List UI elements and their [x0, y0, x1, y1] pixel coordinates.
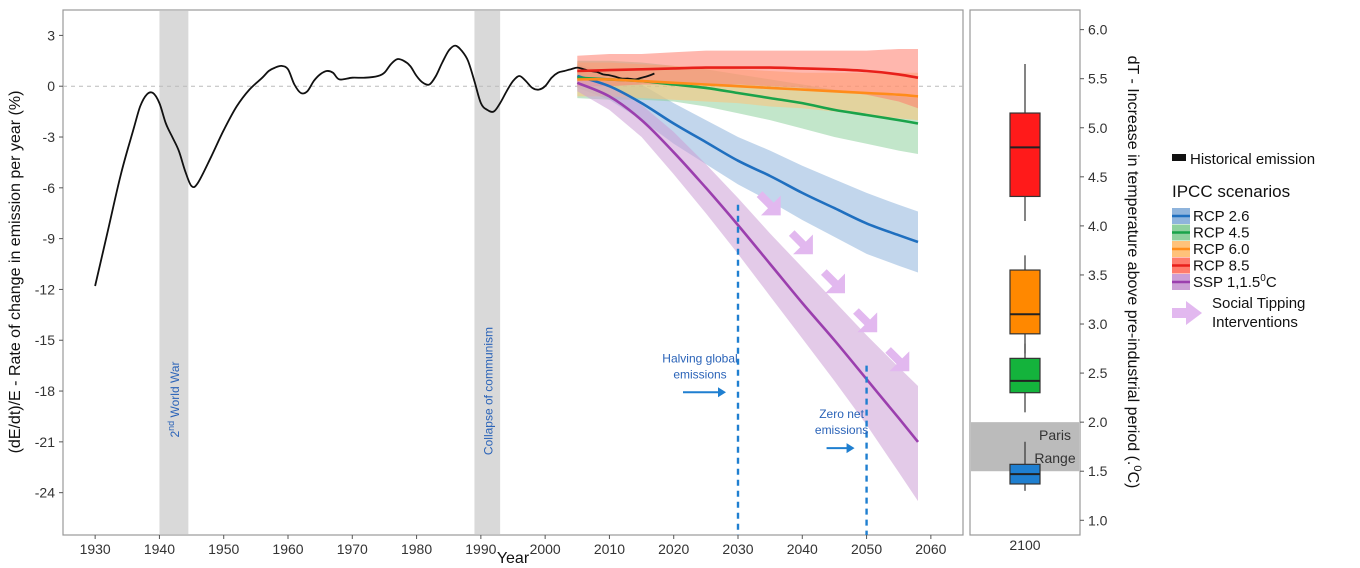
legend-label-4: SSP 1,1.50C — [1193, 273, 1277, 291]
right-tick-label-5: 3.5 — [1088, 267, 1108, 283]
vertical-markers: Halving global emissions Zero net emissions — [662, 204, 868, 535]
band-4 — [577, 49, 918, 109]
paris-range-label-0: Paris — [1039, 427, 1071, 443]
legend-title: IPCC scenarios — [1172, 182, 1290, 201]
tipping-arrow-1 — [788, 230, 813, 255]
x-tick-label-4: 1970 — [337, 541, 368, 557]
x-tick-label-8: 2010 — [594, 541, 625, 557]
right-tick-label-6: 4.0 — [1088, 218, 1108, 234]
marker-annotation-1-1: emissions — [815, 423, 868, 437]
x-tick-label-3: 1960 — [272, 541, 303, 557]
tipping-arrow-4 — [885, 347, 910, 372]
series-line-5 — [576, 81, 920, 443]
x-tick-label-10: 2030 — [722, 541, 753, 557]
box-body-0 — [1009, 112, 1041, 198]
tipping-arrow-0 — [756, 191, 781, 216]
right-tick-label-0: 1.0 — [1088, 512, 1108, 528]
y-tick-label-0: 3 — [47, 27, 55, 43]
y-tick-label-5: -12 — [35, 281, 55, 297]
box-body-1 — [1009, 269, 1041, 335]
legend-tipping-arrow — [1172, 301, 1202, 325]
y-tick-label-8: -21 — [35, 434, 55, 450]
x-tick-label-1: 1940 — [144, 541, 175, 557]
x-axis-label: Year — [497, 550, 530, 567]
social-tipping-arrows — [756, 191, 910, 372]
x-tick-label-13: 2060 — [915, 541, 946, 557]
right-tick-label-1: 1.5 — [1088, 463, 1108, 479]
tipping-arrow-3 — [853, 308, 878, 333]
x-tick-label-11: 2040 — [787, 541, 818, 557]
right-tick-label-3: 2.5 — [1088, 365, 1108, 381]
right-tick-label-2: 2.0 — [1088, 414, 1108, 430]
right-axis-label: dT - Increase in temperature above pre-i… — [1124, 56, 1143, 489]
legend-label-1: RCP 4.5 — [1193, 225, 1249, 242]
annotation-arrow-head-1 — [846, 443, 855, 454]
right-tick-label-9: 5.5 — [1088, 71, 1108, 87]
y-axis-ticks: 3 0 -3 -6 -9 -12 -15 -18 -21 -24 — [35, 27, 63, 501]
series-line-1 — [576, 74, 919, 244]
y-tick-label-9: -24 — [35, 485, 55, 501]
annotation-arrow-head-0 — [718, 387, 726, 398]
x-tick-label-0: 1930 — [80, 541, 111, 557]
x-tick-label-9: 2020 — [658, 541, 689, 557]
legend-historical-swatch — [1172, 154, 1186, 161]
right-axis-ticks: 1.0 1.5 2.0 2.5 3.0 3.5 4.0 4.5 5.0 5.5 6.0 — [1080, 22, 1108, 528]
box-category-label: 2100 — [1009, 537, 1040, 553]
marker-annotation-0-1: emissions — [673, 367, 726, 381]
right-tick-label-10: 6.0 — [1088, 22, 1108, 38]
box-body-2 — [1009, 357, 1041, 394]
right-tick-label-7: 4.5 — [1088, 169, 1108, 185]
y-tick-label-3: -6 — [43, 180, 56, 196]
x-tick-label-6: 1990 — [465, 541, 496, 557]
y-tick-label-7: -18 — [35, 383, 55, 399]
series-line-0 — [94, 44, 655, 287]
paris-range-label-1: Range — [1034, 450, 1075, 466]
legend-label-0: RCP 2.6 — [1193, 208, 1249, 225]
legend-tipping-label-1: Interventions — [1212, 314, 1298, 331]
box-plots — [1009, 63, 1041, 491]
legend: Historical emission IPCC scenarios RCP 2.6… — [1172, 151, 1315, 331]
x-tick-label-5: 1980 — [401, 541, 432, 557]
right-tick-label-4: 3.0 — [1088, 316, 1108, 332]
series-line-3 — [577, 78, 919, 98]
y-tick-label-6: -15 — [35, 332, 55, 348]
marker-annotation-0-0: Halving global — [662, 351, 737, 365]
shaded-period-label-0: 2nd World War — [166, 361, 182, 437]
marker-annotation-1-0: Zero net — [819, 407, 864, 421]
y-axis-label: (dE/dt)/E - Rate of change in emission p… — [7, 91, 24, 454]
y-tick-label-1: 0 — [47, 78, 55, 94]
x-axis-ticks: 1930 1940 1950 1960 1970 1980 1990 2000 2010 2020… — [80, 535, 947, 557]
series-lines — [94, 44, 920, 443]
series-line-4 — [577, 66, 919, 79]
legend-tipping-label-0: Social Tipping — [1212, 295, 1305, 312]
shaded-period-label-1: Collapse of communism — [481, 327, 495, 455]
shaded-period-0 — [159, 11, 189, 534]
right-tick-label-8: 5.0 — [1088, 120, 1108, 136]
x-tick-label-2: 1950 — [208, 541, 239, 557]
tipping-arrow-2 — [821, 269, 845, 294]
y-tick-label-4: -9 — [43, 231, 56, 247]
legend-label-3: RCP 8.5 — [1193, 258, 1249, 275]
x-tick-label-12: 2050 — [851, 541, 882, 557]
x-tick-label-7: 2000 — [530, 541, 561, 557]
legend-historical-label: Historical emission — [1190, 151, 1315, 168]
y-tick-label-2: -3 — [43, 129, 56, 145]
legend-label-2: RCP 6.0 — [1193, 241, 1249, 258]
